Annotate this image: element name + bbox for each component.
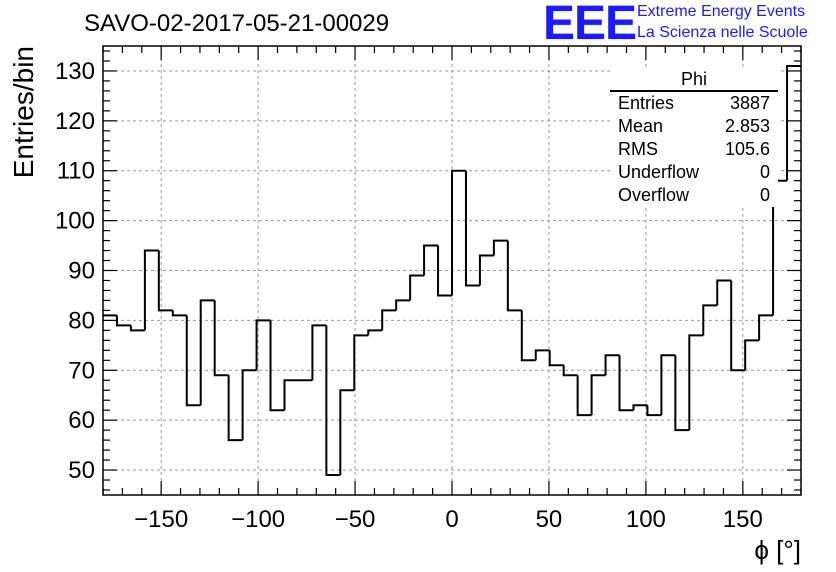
- x-tick-label: −100: [231, 506, 285, 533]
- histogram-bin: [311, 324, 327, 381]
- histogram-bin: [451, 169, 466, 296]
- x-tick-label: −150: [134, 506, 188, 533]
- histogram-bin: [213, 300, 229, 377]
- histogram-bin: [381, 309, 397, 331]
- y-tick-label: 50: [68, 457, 95, 484]
- histogram-bin: [576, 375, 592, 417]
- histogram-bin: [716, 279, 732, 306]
- histogram-bin: [632, 404, 648, 411]
- histogram-bin: [506, 240, 522, 312]
- y-tick-label: 130: [55, 58, 95, 85]
- histogram-bin: [646, 405, 662, 417]
- histogram-bin: [269, 320, 285, 412]
- histogram-bin: [674, 355, 690, 432]
- histogram-bin: [227, 375, 243, 442]
- stats-value: 0: [759, 162, 770, 182]
- x-tick-label: 0: [445, 506, 458, 533]
- histogram-bin: [492, 239, 508, 256]
- stats-row-entries: Entries 3887: [610, 92, 778, 115]
- histogram-bin: [702, 304, 718, 336]
- histogram-bin: [590, 374, 606, 416]
- x-tick-label: 50: [536, 506, 563, 533]
- histogram-bin: [464, 170, 480, 287]
- histogram-bin: [618, 355, 634, 412]
- histogram-bin: [660, 354, 676, 416]
- y-axis-label: Entries/bin: [8, 46, 39, 178]
- x-axis-label: ϕ [°]: [754, 535, 801, 565]
- y-tick-label: 120: [55, 108, 95, 135]
- y-tick-label: 80: [68, 307, 95, 334]
- eee-logo: EEE: [543, 0, 637, 50]
- histogram-bin: [604, 354, 620, 376]
- histogram-bin: [688, 334, 704, 431]
- histogram-bin: [423, 244, 439, 276]
- histogram-bin: [255, 319, 271, 371]
- histogram-bin: [367, 329, 383, 336]
- y-tick-label: 60: [68, 407, 95, 434]
- stats-row-overflow: Overflow 0: [610, 184, 778, 207]
- stats-row-underflow: Underflow 0: [610, 161, 778, 184]
- y-tick-label: 90: [68, 258, 95, 285]
- stats-value: 0: [759, 185, 770, 205]
- histogram-bin: [520, 310, 536, 362]
- histogram-bin: [143, 249, 159, 331]
- x-tick-label: 100: [626, 506, 666, 533]
- stats-row-mean: Mean 2.853: [610, 115, 778, 138]
- histogram-bin: [353, 334, 369, 391]
- stats-label: Overflow: [618, 185, 690, 205]
- stats-row-rms: RMS 105.6: [610, 138, 778, 161]
- histogram-bin: [786, 64, 801, 181]
- histogram-bin: [437, 245, 452, 297]
- stats-label: Entries: [618, 93, 675, 113]
- stats-label: Underflow: [618, 162, 700, 182]
- y-tick-label: 110: [57, 158, 95, 185]
- histogram-bin: [241, 369, 257, 441]
- histogram-bin: [478, 254, 494, 286]
- histogram-bin: [115, 315, 131, 327]
- histogram-bin: [534, 349, 550, 361]
- histogram-bin: [730, 280, 746, 372]
- stats-value: 3887: [729, 93, 770, 113]
- histogram-bin: [758, 314, 774, 341]
- stats-label: Mean: [618, 116, 664, 136]
- stats-value: 2.853: [724, 116, 770, 136]
- stats-title: Phi: [610, 68, 778, 92]
- histogram-bin: [325, 325, 341, 477]
- histogram-bin: [409, 274, 425, 301]
- histogram-bin: [185, 315, 201, 407]
- x-tick-label: −50: [335, 506, 376, 533]
- y-tick-label: 100: [55, 208, 95, 235]
- histogram-bin: [744, 339, 760, 371]
- logo-caption-line2: La Scienza nelle Scuole: [637, 24, 808, 41]
- stats-box: Phi Entries 3887 Mean 2.853 RMS 105.6 Un…: [610, 68, 778, 207]
- stats-label: RMS: [618, 139, 658, 159]
- y-tick-label: 70: [68, 357, 95, 384]
- histogram-bin: [562, 365, 578, 377]
- stats-value: 105.6: [724, 139, 770, 159]
- histogram-bin: [157, 250, 173, 312]
- run-title: SAVO-02-2017-05-21-00029: [84, 10, 390, 37]
- histogram-bin: [171, 310, 187, 317]
- histogram-bin: [548, 350, 564, 367]
- logo-caption-line1: Extreme Energy Events: [637, 3, 806, 20]
- histogram-bin: [199, 299, 215, 406]
- histogram-bin: [339, 389, 355, 476]
- histogram-bin: [395, 299, 411, 311]
- x-tick-label: 150: [723, 506, 763, 533]
- histogram-bin: [129, 325, 145, 332]
- histogram-bin: [283, 379, 299, 411]
